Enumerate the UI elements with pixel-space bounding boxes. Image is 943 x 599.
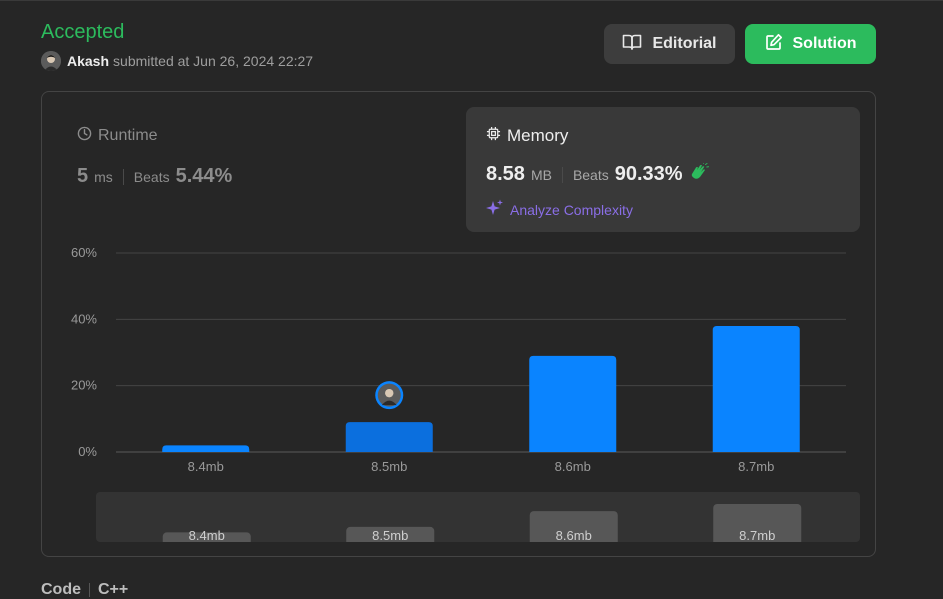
- top-divider: [0, 0, 943, 1]
- runtime-value: 5: [77, 165, 89, 187]
- submitted-time: submitted at Jun 26, 2024 22:27: [113, 53, 314, 69]
- mini-bar: [529, 511, 618, 542]
- memory-beats-value: 90.33%: [614, 163, 683, 185]
- username[interactable]: Akash: [67, 53, 110, 69]
- memory-panel[interactable]: Memory 8.58 MB Beats 90.33% Analyze Comp…: [466, 107, 860, 232]
- edit-icon: [765, 33, 783, 56]
- x-tick-label: 8.6mb: [555, 459, 591, 474]
- divider: [122, 168, 124, 185]
- mini-bar: [713, 504, 802, 542]
- divider: [561, 166, 563, 183]
- analyze-complexity-label: Analyze Complexity: [510, 201, 633, 218]
- x-tick-label: 8.7mb: [738, 459, 774, 474]
- runtime-panel[interactable]: Runtime 5 ms Beats 5.44%: [77, 126, 233, 188]
- bar[interactable]: [345, 422, 433, 452]
- x-tick-label: 8.5mb: [371, 459, 407, 474]
- memory-label: Memory: [507, 126, 569, 145]
- memory-beats-label: Beats: [572, 167, 609, 183]
- chart-x-ticks: 8.4mb 8.5mb 8.6mb 8.7mb: [188, 459, 775, 474]
- runtime-beats-value: 5.44%: [175, 165, 233, 187]
- mini-bar: [162, 532, 251, 542]
- mini-bar-label: 8.7mb: [739, 528, 775, 542]
- x-tick-label: 8.4mb: [188, 459, 224, 474]
- code-tabs-cutoff: Code C++: [41, 581, 128, 599]
- clock-icon: [77, 126, 92, 146]
- y-tick-label: 0%: [78, 444, 97, 459]
- user-avatar[interactable]: [41, 51, 61, 71]
- user-marker-face: [385, 388, 394, 398]
- y-tick-label: 60%: [71, 245, 97, 260]
- submission-status: Accepted: [41, 21, 125, 43]
- y-tick-label: 20%: [71, 378, 97, 393]
- solution-button[interactable]: Solution: [745, 24, 876, 64]
- solution-label: Solution: [792, 35, 857, 52]
- y-tick-label: 40%: [71, 311, 97, 326]
- chart-marker: [375, 381, 404, 410]
- divider: [89, 583, 90, 597]
- sparkle-icon: [486, 199, 504, 220]
- bar[interactable]: [162, 445, 250, 452]
- user-marker-body: [381, 400, 397, 406]
- tab-language[interactable]: C++: [98, 581, 129, 598]
- analyze-complexity-link[interactable]: Analyze Complexity: [486, 199, 633, 220]
- mini-bar: [346, 526, 435, 542]
- clapping-hands-icon: [689, 162, 709, 186]
- mini-bar-label: 8.4mb: [189, 528, 225, 542]
- runtime-label: Runtime: [98, 127, 158, 144]
- chart-y-ticks: 0% 20% 40% 60%: [71, 245, 97, 459]
- submission-meta: Akash submitted at Jun 26, 2024 22:27: [41, 51, 314, 71]
- mini-chart: 8.4mb 8.5mb 8.6mb 8.7mb: [162, 504, 802, 542]
- chip-icon: [486, 126, 501, 146]
- tab-code[interactable]: Code: [41, 581, 81, 598]
- editorial-button[interactable]: Editorial: [604, 24, 735, 64]
- mini-bar-label: 8.6mb: [556, 528, 592, 542]
- runtime-beats-label: Beats: [133, 169, 170, 185]
- bar[interactable]: [712, 325, 800, 452]
- chart-bars: [162, 325, 800, 452]
- mini-bar-label: 8.5mb: [372, 528, 408, 542]
- book-icon: [622, 33, 642, 56]
- memory-value: 8.58: [486, 163, 525, 185]
- chart-range-scrubber[interactable]: 8.4mb 8.5mb 8.6mb 8.7mb: [96, 492, 860, 542]
- runtime-unit: ms: [94, 169, 113, 185]
- editorial-label: Editorial: [652, 35, 717, 52]
- memory-unit: MB: [530, 167, 552, 183]
- bar[interactable]: [529, 355, 617, 452]
